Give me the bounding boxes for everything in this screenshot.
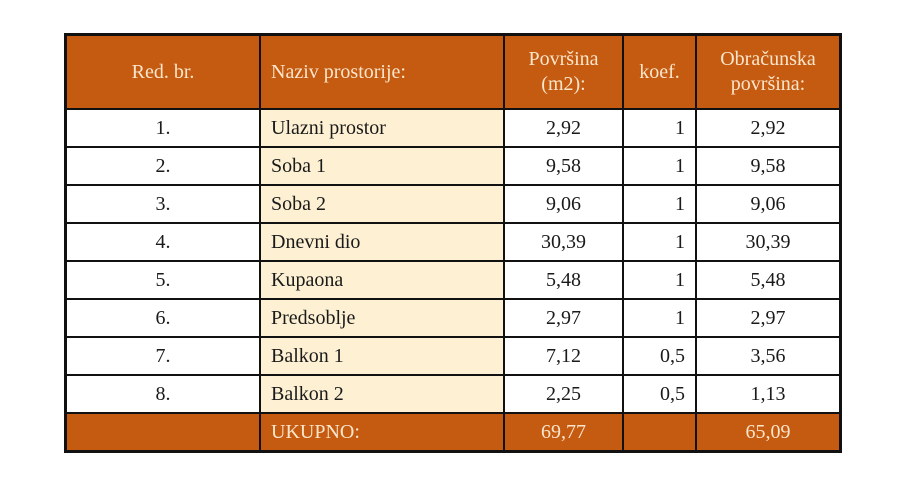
coefficient-cell [622, 412, 697, 453]
table-row: 6. Predsoblje 2,97 1 2,97 [64, 298, 842, 338]
coefficient-cell: 1 [622, 222, 697, 262]
calculated-area-cell: 5,48 [695, 260, 842, 300]
row-number-cell: 8. [64, 374, 261, 414]
header-obracunska: Obračunska površina: [695, 33, 842, 110]
table-row: 3. Soba 2 9,06 1 9,06 [64, 184, 842, 224]
header-red-br: Red. br. [64, 33, 261, 110]
coefficient-cell: 1 [622, 146, 697, 186]
row-number-cell: 6. [64, 298, 261, 338]
calculated-area-cell: 3,56 [695, 336, 842, 376]
room-name-cell: Balkon 1 [259, 336, 505, 376]
row-number-cell [64, 412, 261, 453]
area-cell: 69,77 [503, 412, 624, 453]
area-cell: 2,92 [503, 108, 624, 148]
total-row: UKUPNO: 69,77 65,09 [64, 412, 842, 453]
room-name-cell: Kupaona [259, 260, 505, 300]
table-row: 5. Kupaona 5,48 1 5,48 [64, 260, 842, 300]
room-name-cell: Balkon 2 [259, 374, 505, 414]
area-cell: 2,97 [503, 298, 624, 338]
calculated-area-cell: 1,13 [695, 374, 842, 414]
room-name-cell: Soba 2 [259, 184, 505, 224]
calculated-area-cell: 30,39 [695, 222, 842, 262]
table-row: 8. Balkon 2 2,25 0,5 1,13 [64, 374, 842, 414]
row-number-cell: 5. [64, 260, 261, 300]
coefficient-cell: 1 [622, 184, 697, 224]
table-row: 1. Ulazni prostor 2,92 1 2,92 [64, 108, 842, 148]
coefficient-cell: 1 [622, 260, 697, 300]
header-naziv: Naziv prostorije: [259, 33, 505, 110]
area-cell: 30,39 [503, 222, 624, 262]
header-row: Red. br. Naziv prostorije: Površina (m2)… [64, 33, 842, 110]
area-cell: 9,06 [503, 184, 624, 224]
calculated-area-cell: 9,06 [695, 184, 842, 224]
header-koef: koef. [622, 33, 697, 110]
row-number-cell: 4. [64, 222, 261, 262]
table-row: 4. Dnevni dio 30,39 1 30,39 [64, 222, 842, 262]
room-name-cell: Soba 1 [259, 146, 505, 186]
room-name-cell: Predsoblje [259, 298, 505, 338]
room-name-cell: Ulazni prostor [259, 108, 505, 148]
calculated-area-cell: 2,97 [695, 298, 842, 338]
area-cell: 5,48 [503, 260, 624, 300]
coefficient-cell: 1 [622, 298, 697, 338]
area-cell: 2,25 [503, 374, 624, 414]
calculated-area-cell: 2,92 [695, 108, 842, 148]
table-row: 2. Soba 1 9,58 1 9,58 [64, 146, 842, 186]
calculated-area-cell: 9,58 [695, 146, 842, 186]
calculated-area-cell: 65,09 [695, 412, 842, 453]
row-number-cell: 1. [64, 108, 261, 148]
row-number-cell: 3. [64, 184, 261, 224]
area-cell: 7,12 [503, 336, 624, 376]
coefficient-cell: 0,5 [622, 374, 697, 414]
coefficient-cell: 1 [622, 108, 697, 148]
row-number-cell: 7. [64, 336, 261, 376]
room-area-table: Red. br. Naziv prostorije: Površina (m2)… [64, 33, 842, 453]
table-row: 7. Balkon 1 7,12 0,5 3,56 [64, 336, 842, 376]
room-name-cell: UKUPNO: [259, 412, 505, 453]
row-number-cell: 2. [64, 146, 261, 186]
header-povrsina: Površina (m2): [503, 33, 624, 110]
coefficient-cell: 0,5 [622, 336, 697, 376]
room-name-cell: Dnevni dio [259, 222, 505, 262]
area-cell: 9,58 [503, 146, 624, 186]
